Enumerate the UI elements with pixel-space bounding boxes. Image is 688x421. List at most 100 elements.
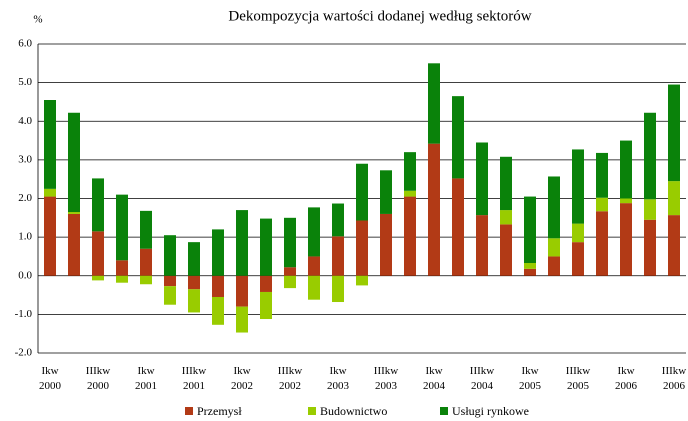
x-tick-label-line: IIIkw bbox=[182, 365, 206, 377]
bar-segment bbox=[428, 143, 440, 276]
bar-segment bbox=[140, 275, 152, 285]
x-tick-label-line: 2005 bbox=[519, 380, 542, 392]
bar-segment bbox=[212, 275, 224, 297]
bar-segment bbox=[44, 188, 56, 197]
x-tick-label-line: IIIkw bbox=[662, 365, 686, 377]
bar-segment bbox=[284, 217, 296, 268]
bar-segment bbox=[116, 260, 128, 276]
bar-segment bbox=[596, 152, 608, 198]
x-tick-label-line: 2004 bbox=[423, 380, 446, 392]
y-tick-label: -1.0 bbox=[15, 308, 33, 320]
bar-segment bbox=[236, 306, 248, 333]
x-tick-label-line: Ikw bbox=[617, 365, 634, 377]
x-tick-label: IIIkw 2006 bbox=[662, 365, 686, 392]
bar-segment bbox=[284, 275, 296, 289]
x-tick-label-line: Ikw bbox=[41, 365, 58, 377]
bar-segment bbox=[524, 196, 536, 264]
bar-segment bbox=[188, 275, 200, 290]
x-tick-label-line: 2003 bbox=[375, 380, 398, 392]
bar-segment bbox=[524, 268, 536, 276]
x-tick-label-line: IIIkw bbox=[86, 365, 110, 377]
x-tick-label: Ikw 2006 bbox=[615, 365, 638, 392]
chart-title: Dekompozycja wartości dodanej według sek… bbox=[228, 8, 531, 24]
bar-segment bbox=[260, 218, 272, 276]
bar-segment bbox=[476, 215, 488, 276]
bar-segment bbox=[572, 149, 584, 224]
bar-segment bbox=[116, 194, 128, 261]
x-tick-label: Ikw 2000 bbox=[39, 365, 62, 392]
bar-segment bbox=[332, 236, 344, 276]
bar-segment bbox=[404, 190, 416, 197]
bar-segment bbox=[452, 96, 464, 179]
bar-segment bbox=[332, 203, 344, 237]
legend-label: Budownictwo bbox=[320, 404, 387, 418]
bar-segment bbox=[596, 197, 608, 212]
legend-label: Przemysł bbox=[197, 404, 242, 418]
x-tick-label-line: 2002 bbox=[231, 380, 253, 392]
x-tick-label-line: 2006 bbox=[615, 380, 638, 392]
bar-segment bbox=[380, 213, 392, 276]
bar-segment bbox=[44, 100, 56, 189]
x-tick-label-line: 2001 bbox=[135, 380, 157, 392]
bar-segment bbox=[92, 231, 104, 276]
bar-segment bbox=[572, 242, 584, 276]
x-tick-label: IIIkw 2000 bbox=[86, 365, 110, 392]
bar-segment bbox=[524, 263, 536, 269]
y-tick-label: 0.0 bbox=[18, 269, 32, 281]
bar-segment bbox=[260, 291, 272, 320]
y-tick-label: 2.0 bbox=[18, 192, 32, 204]
bar-segment bbox=[620, 203, 632, 276]
bar-segment bbox=[668, 84, 680, 182]
bar-segment bbox=[212, 296, 224, 325]
y-tick-label: 5.0 bbox=[18, 76, 32, 88]
bar-segment bbox=[452, 178, 464, 276]
bar-segment bbox=[644, 219, 656, 276]
bar-segment bbox=[92, 178, 104, 232]
bar-segment bbox=[164, 275, 176, 287]
bar-segment bbox=[356, 163, 368, 221]
x-tick-label-line: 2000 bbox=[87, 380, 110, 392]
x-tick-label-line: IIIkw bbox=[470, 365, 494, 377]
x-tick-label: Ikw 2002 bbox=[231, 365, 253, 392]
bar-segment bbox=[380, 170, 392, 214]
bar-segment bbox=[500, 224, 512, 276]
x-tick-label: IIIkw 2001 bbox=[182, 365, 206, 392]
y-tick-label: 4.0 bbox=[18, 115, 32, 127]
bar-segment bbox=[260, 275, 272, 292]
bar-segment bbox=[332, 275, 344, 303]
y-tick-label: 1.0 bbox=[18, 231, 32, 243]
bar-segment bbox=[668, 181, 680, 216]
legend-swatch bbox=[185, 407, 193, 415]
bar-segment bbox=[68, 112, 80, 213]
x-tick-label: IIIkw 2003 bbox=[374, 365, 398, 392]
x-tick-label-line: IIIkw bbox=[278, 365, 302, 377]
x-tick-label: IIIkw 2002 bbox=[278, 365, 302, 392]
bar-segment bbox=[476, 142, 488, 216]
x-tick-label-line: Ikw bbox=[233, 365, 250, 377]
bar-segment bbox=[404, 152, 416, 191]
unit-label: % bbox=[33, 14, 42, 26]
bar-segment bbox=[548, 256, 560, 276]
x-tick-label-line: 2004 bbox=[471, 380, 494, 392]
bar-segment bbox=[356, 220, 368, 276]
bar-segment bbox=[500, 210, 512, 225]
y-tick-label: 3.0 bbox=[18, 153, 32, 165]
bar-segment bbox=[428, 63, 440, 144]
legend-swatch bbox=[440, 407, 448, 415]
bar-segment bbox=[572, 223, 584, 243]
bar-segment bbox=[140, 248, 152, 276]
x-tick-label: Ikw 2001 bbox=[135, 365, 157, 392]
bar-segment bbox=[500, 156, 512, 211]
bar-segment bbox=[188, 242, 200, 276]
bar-segment bbox=[212, 229, 224, 276]
bar-segment bbox=[308, 256, 320, 276]
x-tick-label: IIIkw 2005 bbox=[566, 365, 590, 392]
x-tick-label-line: 2002 bbox=[279, 380, 301, 392]
bar-segment bbox=[44, 196, 56, 276]
x-tick-label-line: 2000 bbox=[39, 380, 62, 392]
x-tick-label-line: 2005 bbox=[567, 380, 590, 392]
x-tick-label-line: Ikw bbox=[137, 365, 154, 377]
y-tick-label: 6.0 bbox=[18, 38, 32, 50]
bar-segment bbox=[68, 212, 80, 214]
